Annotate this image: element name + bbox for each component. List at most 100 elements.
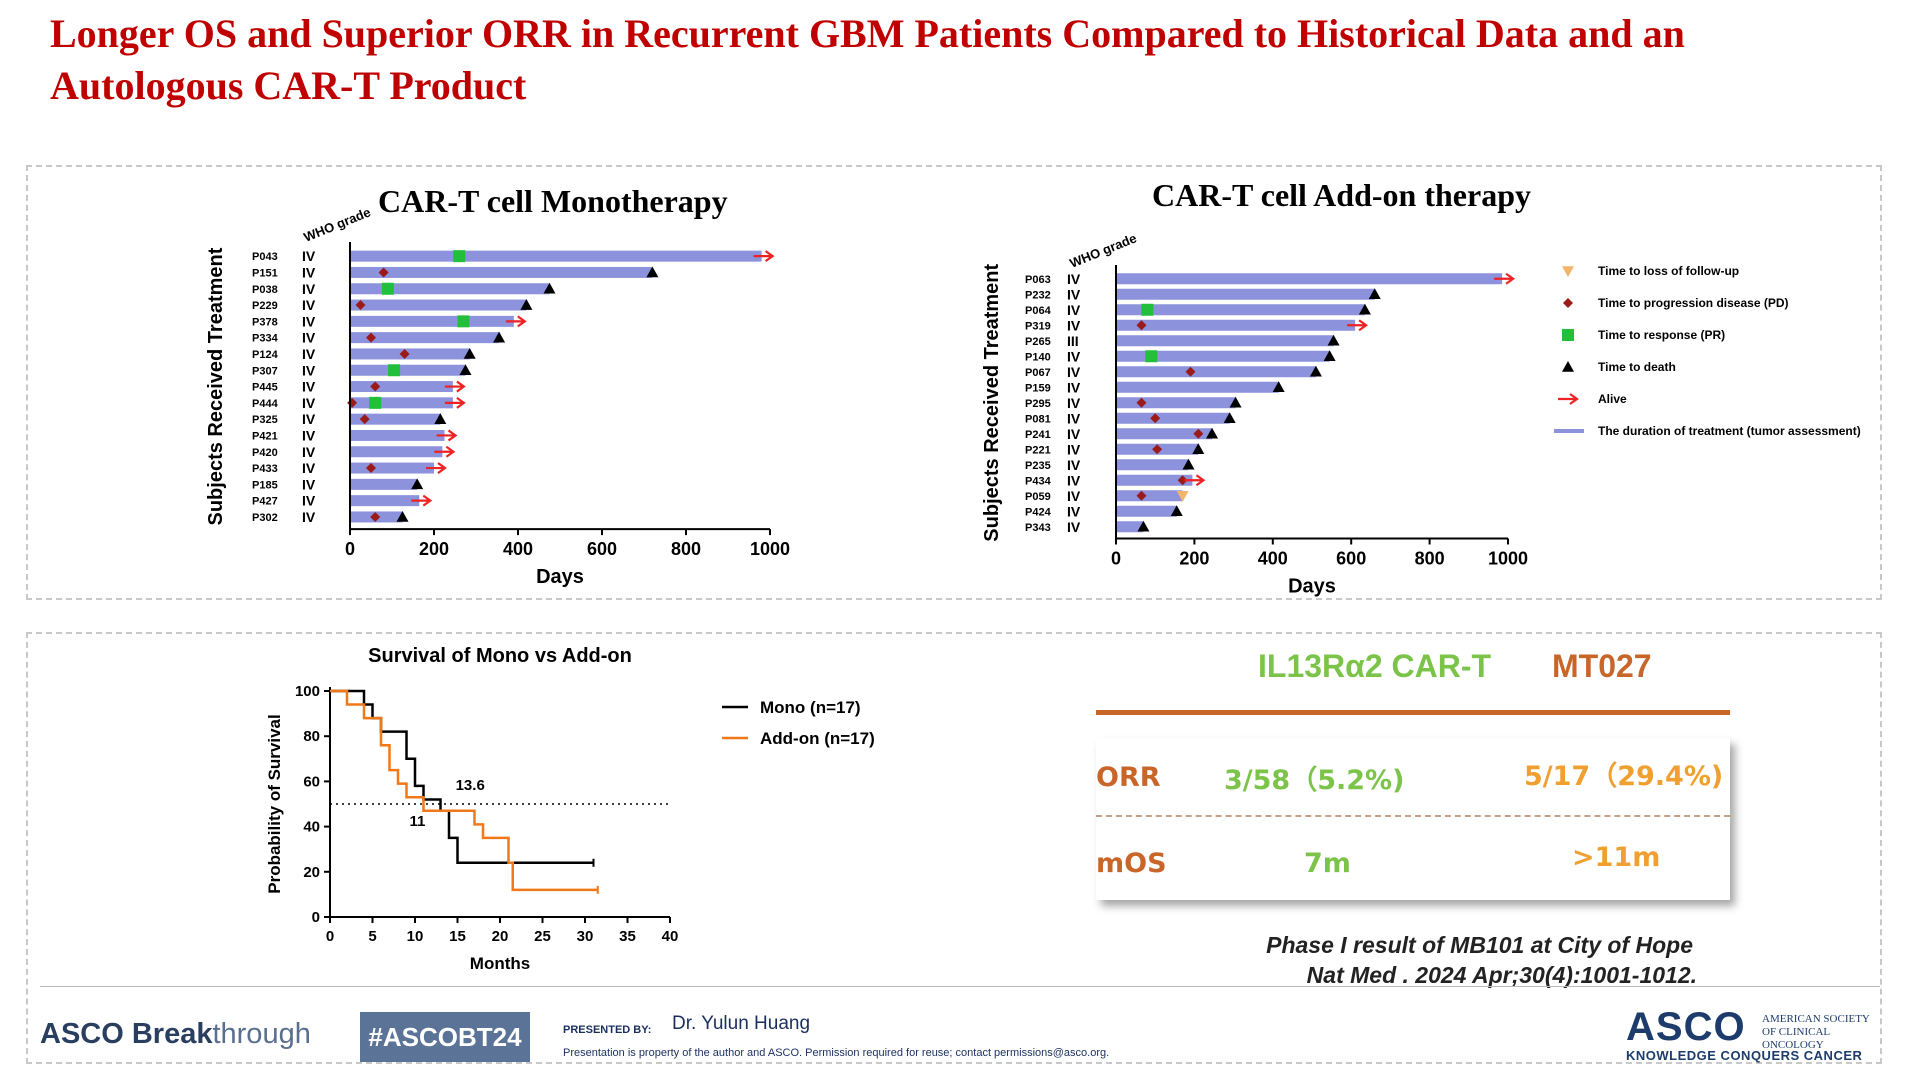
who-grade: IV bbox=[1067, 457, 1081, 473]
who-grade: IV bbox=[1067, 379, 1081, 395]
treatment-bar bbox=[350, 364, 466, 376]
x-tick-label: 0 bbox=[326, 928, 334, 945]
swimmer-panel bbox=[26, 165, 1882, 600]
km-legend-label: Add-on (n=17) bbox=[760, 729, 875, 748]
patient-id: P319 bbox=[1025, 320, 1051, 332]
pr-marker bbox=[1145, 350, 1158, 363]
patient-id: P427 bbox=[252, 496, 278, 508]
presented-by-label: PRESENTED BY: bbox=[563, 1024, 652, 1036]
treatment-bar bbox=[350, 429, 445, 441]
lost-followup-legend-icon bbox=[1562, 266, 1574, 277]
treatment-bar bbox=[350, 397, 453, 409]
treatment-bar bbox=[350, 299, 527, 311]
pd-legend-icon bbox=[1563, 298, 1573, 308]
slide-title: Longer OS and Superior ORR in Recurrent … bbox=[50, 11, 1685, 108]
death-marker bbox=[411, 478, 424, 490]
death-marker bbox=[1327, 334, 1340, 346]
treatment-bar bbox=[1116, 521, 1144, 533]
patient-id: P159 bbox=[1025, 382, 1051, 394]
treatment-bar bbox=[350, 446, 443, 458]
treatment-bar bbox=[1116, 490, 1183, 502]
alive-arrow-head bbox=[422, 494, 433, 507]
pd-marker bbox=[399, 348, 410, 359]
patient-id: P229 bbox=[252, 300, 278, 312]
patient-id: P325 bbox=[252, 414, 278, 426]
y-tick-label: 20 bbox=[303, 864, 320, 881]
who-grade: IV bbox=[1067, 317, 1081, 333]
treatment-bar bbox=[1116, 366, 1316, 378]
x-tick-label: 5 bbox=[368, 928, 376, 945]
x-tick-label: 1000 bbox=[750, 539, 790, 559]
pd-marker bbox=[366, 332, 376, 343]
patient-id: P232 bbox=[1025, 289, 1051, 301]
alive-arrow bbox=[436, 429, 458, 442]
x-tick-label: 0 bbox=[1111, 549, 1121, 569]
treatment-bar bbox=[1116, 288, 1375, 300]
pr-marker bbox=[1141, 303, 1154, 316]
alive-arrow-head bbox=[1195, 474, 1206, 487]
who-grade: IV bbox=[302, 281, 316, 297]
comparison-table: ORR 3/58（5.2%) 5/17（29.4%) mOS 7m >11m bbox=[1096, 738, 1730, 900]
alive-arrow bbox=[1494, 272, 1516, 285]
pr-legend-icon bbox=[1562, 329, 1574, 341]
alive-arrow-head bbox=[517, 315, 527, 328]
who-grade: IV bbox=[302, 460, 316, 476]
row-divider bbox=[1096, 815, 1730, 817]
pd-marker bbox=[1136, 490, 1147, 501]
x-tick-label: 600 bbox=[587, 539, 617, 559]
alive-arrow-head bbox=[456, 380, 466, 393]
who-grade: IV bbox=[302, 493, 316, 509]
addon-median-label: 13.6 bbox=[456, 777, 485, 794]
mono-median-label: 11 bbox=[410, 813, 426, 830]
y-axis-label: Subjects Received Treatment bbox=[205, 247, 227, 525]
orr-il13-value: 3/58（5.2%) bbox=[1224, 765, 1405, 796]
patient-id: P067 bbox=[1025, 367, 1051, 379]
who-grade: IV bbox=[302, 330, 316, 346]
x-tick-label: 35 bbox=[619, 928, 636, 945]
death-marker bbox=[396, 510, 409, 522]
x-tick-label: 30 bbox=[577, 928, 594, 945]
orr-mt027-value: 5/17（29.4%) bbox=[1524, 761, 1724, 792]
who-grade: IV bbox=[302, 362, 316, 378]
presenter-name: Dr. Yulun Huang bbox=[672, 1013, 811, 1034]
x-tick-label: 800 bbox=[1415, 549, 1445, 569]
pd-marker bbox=[1193, 428, 1204, 439]
treatment-bar bbox=[350, 266, 653, 278]
pd-marker bbox=[370, 511, 381, 522]
x-tick-label: 800 bbox=[671, 539, 701, 559]
pd-marker bbox=[359, 414, 370, 425]
patient-id: P063 bbox=[1025, 274, 1051, 286]
alive-arrow-head bbox=[1358, 319, 1369, 332]
treatment-bar bbox=[350, 348, 470, 360]
patient-id: P221 bbox=[1025, 444, 1051, 456]
who-grade: IV bbox=[1067, 472, 1081, 488]
brand-light: through bbox=[212, 1018, 311, 1050]
y-tick-label: 0 bbox=[312, 909, 320, 926]
alive-arrow bbox=[426, 462, 447, 474]
who-grade: IV bbox=[1067, 488, 1081, 504]
km-legend-label: Mono (n=17) bbox=[760, 698, 861, 717]
pr-marker bbox=[369, 396, 382, 409]
death-marker bbox=[1137, 520, 1150, 532]
x-tick-label: 15 bbox=[449, 928, 466, 945]
patient-id: P420 bbox=[252, 447, 278, 459]
asco-tagline: KNOWLEDGE CONQUERS CANCER bbox=[1626, 1048, 1863, 1063]
alive-arrow-head bbox=[764, 250, 775, 263]
patient-id: P378 bbox=[252, 316, 278, 328]
treatment-bar bbox=[1116, 350, 1330, 362]
alive-arrow-head bbox=[1505, 272, 1516, 285]
addon-survival-curve bbox=[330, 689, 598, 892]
patient-id: P235 bbox=[1025, 460, 1051, 472]
alive-arrow bbox=[1184, 474, 1206, 487]
asco-breakthrough-logo: ASCO Breakthrough bbox=[40, 1018, 311, 1051]
alive-arrow bbox=[1347, 319, 1369, 332]
who-grade: IV bbox=[302, 411, 316, 427]
who-grade: IV bbox=[302, 427, 316, 443]
death-marker bbox=[543, 282, 556, 294]
pd-marker bbox=[1136, 320, 1147, 331]
patient-id: P064 bbox=[1025, 305, 1052, 317]
alive-arrow bbox=[411, 494, 433, 507]
patient-id: P043 bbox=[252, 251, 278, 263]
patient-id: P302 bbox=[252, 512, 278, 524]
